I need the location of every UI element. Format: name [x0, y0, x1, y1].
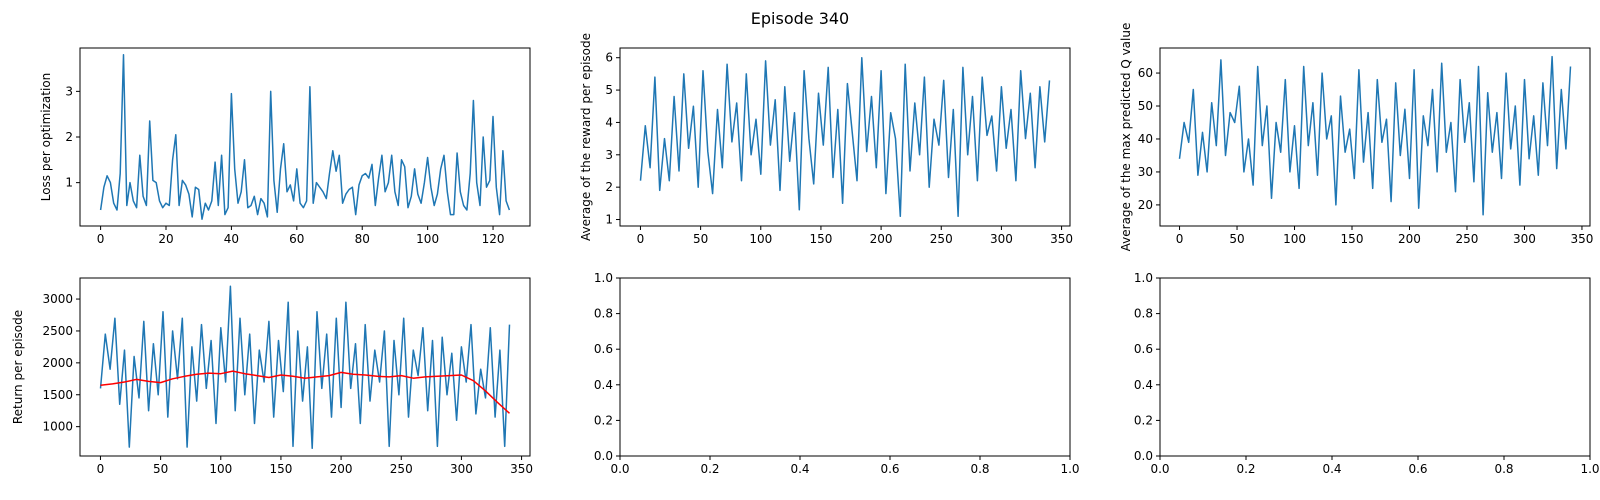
x-tick-label: 350: [510, 462, 533, 476]
x-tick-label: 80: [355, 232, 370, 246]
y-tick-label: 0.2: [1134, 413, 1153, 427]
x-tick-label: 20: [158, 232, 173, 246]
x-tick-label: 0.4: [790, 462, 809, 476]
x-tick-label: 200: [330, 462, 353, 476]
x-tick-label: 0: [97, 232, 105, 246]
x-tick-label: 0.0: [610, 462, 629, 476]
axes-frame-qvalue: [1159, 47, 1591, 227]
y-tick-label: 0.4: [1134, 378, 1153, 392]
x-tick-label: 1.0: [1580, 462, 1599, 476]
x-tick-label: 120: [482, 232, 505, 246]
subplot-empty1: 0.0 0.2 0.4 0.6 0.8 1.0 0.0 0.2 0.4 0.6 0.8 1.0: [594, 271, 1080, 476]
y-tick-label: 1: [605, 213, 613, 227]
y-tick-label: 1.0: [594, 271, 613, 285]
axes-frame-return: [79, 277, 531, 457]
x-tick-label: 0.6: [880, 462, 899, 476]
subplot-empty2: 0.0 0.2 0.4 0.6 0.8 1.0 0.0 0.2 0.4 0.6 0.8 1.0: [1134, 271, 1600, 476]
y-tick-label: 3: [65, 84, 73, 98]
y-tick-label: 0.8: [1134, 307, 1153, 321]
x-tick-label: 0.4: [1322, 462, 1341, 476]
y-tick-label: 1000: [42, 420, 73, 434]
x-tick-label: 200: [1398, 232, 1421, 246]
x-tick-label: 0: [637, 232, 645, 246]
y-tick-label: 3: [605, 148, 613, 162]
y-tick-label: 1500: [42, 388, 73, 402]
x-tick-label: 350: [1050, 232, 1073, 246]
series-line-loss-0: [99, 54, 511, 220]
y-tick-label: 20: [1138, 198, 1153, 212]
y-tick-label: 60: [1138, 66, 1153, 80]
x-tick-label: 350: [1570, 232, 1593, 246]
y-tick-label: 5: [605, 83, 613, 97]
x-tick-label: 250: [1456, 232, 1479, 246]
axes-frame-empty2: [1159, 277, 1591, 457]
y-axis-label-loss: Loss per optimization: [39, 73, 53, 202]
x-tick-label: 300: [990, 232, 1013, 246]
x-tick-label: 300: [1513, 232, 1536, 246]
x-tick-label: 60: [289, 232, 304, 246]
x-tick-label: 0.6: [1408, 462, 1427, 476]
series-line-return-0: [99, 285, 511, 450]
y-tick-label: 1.0: [1134, 271, 1153, 285]
y-tick-label: 1: [65, 176, 73, 190]
x-tick-label: 50: [153, 462, 168, 476]
series-line-return-1: [100, 370, 511, 414]
x-tick-label: 300: [450, 462, 473, 476]
y-tick-label: 0.6: [1134, 342, 1153, 356]
x-tick-label: 50: [1229, 232, 1244, 246]
subplot-qvalue: 0 50 100 150 200 250 300 350 20 30 40 50 60 Average o…: [1119, 23, 1593, 252]
y-tick-label: 0.2: [594, 413, 613, 427]
x-tick-label: 150: [809, 232, 832, 246]
x-tick-label: 0.2: [1236, 462, 1255, 476]
x-tick-label: 0.8: [1494, 462, 1513, 476]
series-line-qvalue-0: [1178, 55, 1572, 216]
x-tick-label: 250: [390, 462, 413, 476]
y-axis-label-return: Return per episode: [11, 310, 25, 424]
y-tick-label: 3000: [42, 292, 73, 306]
x-tick-label: 100: [749, 232, 772, 246]
y-tick-label: 50: [1138, 99, 1153, 113]
y-tick-label: 0.0: [594, 449, 613, 463]
x-tick-label: 100: [416, 232, 439, 246]
y-tick-label: 4: [605, 115, 613, 129]
x-tick-label: 0: [97, 462, 105, 476]
y-axis-label-qvalue: Average of the max predicted Q value: [1119, 23, 1133, 252]
y-tick-label: 40: [1138, 132, 1153, 146]
x-tick-label: 100: [1283, 232, 1306, 246]
x-tick-label: 250: [930, 232, 953, 246]
x-tick-label: 100: [209, 462, 232, 476]
x-tick-label: 150: [269, 462, 292, 476]
x-tick-label: 0: [1176, 232, 1184, 246]
y-tick-label: 0.6: [594, 342, 613, 356]
y-tick-label: 6: [605, 51, 613, 65]
figure-title: Episode 340: [751, 9, 849, 28]
y-tick-label: 0.0: [1134, 449, 1153, 463]
x-tick-label: 200: [870, 232, 893, 246]
subplot-loss: 0 20 40 60 80 100 120 1 2 3 Loss per optimization: [39, 47, 531, 246]
axes-frame-reward: [619, 47, 1071, 227]
y-tick-label: 0.8: [594, 307, 613, 321]
y-tick-label: 0.4: [594, 378, 613, 392]
x-tick-label: 50: [693, 232, 708, 246]
x-tick-label: 0.0: [1150, 462, 1169, 476]
y-tick-label: 2: [605, 180, 613, 194]
y-tick-label: 30: [1138, 165, 1153, 179]
y-axis-label-reward: Average of the reward per episode: [579, 33, 593, 241]
series-line-reward-0: [639, 56, 1051, 218]
subplot-reward: 0 50 100 150 200 250 300 350 1 2 3 4 5 6 Average of th…: [579, 33, 1073, 246]
y-tick-label: 2500: [42, 324, 73, 338]
y-tick-label: 2000: [42, 356, 73, 370]
x-tick-label: 0.2: [700, 462, 719, 476]
subplot-return: 0 50 100 150 200 250 300 350 1000 1500 2000 2500 300…: [11, 277, 533, 476]
axes-frame-empty1: [619, 277, 1071, 457]
x-tick-label: 1.0: [1060, 462, 1079, 476]
x-tick-label: 40: [224, 232, 239, 246]
x-tick-label: 150: [1341, 232, 1364, 246]
x-tick-label: 0.8: [970, 462, 989, 476]
y-tick-label: 2: [65, 130, 73, 144]
